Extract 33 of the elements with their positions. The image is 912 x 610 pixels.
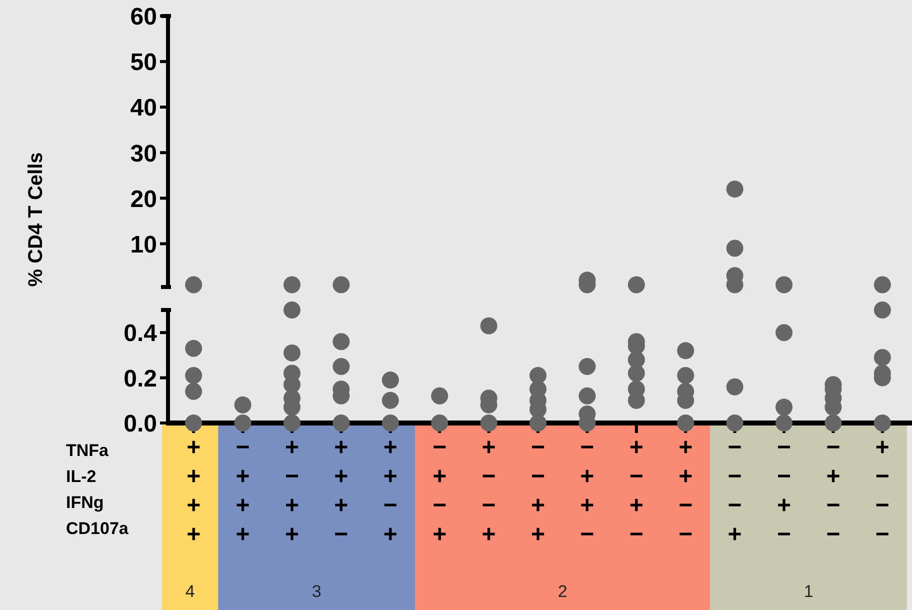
- text: 1: [804, 582, 814, 601]
- x-tick-label: +−++: [278, 434, 306, 550]
- text: TNFa: [66, 441, 110, 460]
- x-tick-label: +++−: [328, 434, 355, 550]
- y-tick-label: 0.2: [124, 365, 157, 392]
- x-tick-label: −+−+: [426, 434, 454, 550]
- x-tick-label: −−−+: [721, 434, 748, 550]
- text: 3: [312, 582, 322, 601]
- x-tick-label: −−++: [524, 434, 552, 550]
- y-tick-label: 10: [130, 231, 157, 258]
- y-axis-title: % CD4 T Cells: [25, 152, 47, 287]
- text: IFNg: [66, 493, 104, 512]
- y-tick-label: 0.4: [124, 320, 158, 348]
- x-tick-label: +−+−: [622, 434, 650, 550]
- text: 2: [558, 582, 568, 601]
- y-tick-label: 20: [130, 186, 157, 213]
- y-tick-label: 30: [130, 140, 157, 168]
- y-tick-label: 0.0: [124, 410, 157, 438]
- x-tick-label: ++−−: [672, 434, 700, 550]
- x-tick-label: −++−: [574, 434, 601, 550]
- y-tick-label: 50: [130, 49, 157, 76]
- x-tick-label: −+++: [229, 434, 256, 550]
- y-tick-label: 60: [130, 4, 157, 31]
- text: CD107a: [66, 519, 129, 538]
- x-tick-label: ++++: [180, 434, 208, 550]
- text: 4: [185, 582, 195, 601]
- x-tick-label: +−−+: [475, 434, 502, 550]
- x-tick-label: −−+−: [770, 434, 798, 550]
- y-tick-label: 40: [130, 94, 157, 122]
- x-tick-label: −+−−: [820, 434, 847, 550]
- x-tick-label: +−−−: [868, 434, 896, 550]
- text: IL-2: [66, 467, 96, 486]
- x-tick-label: ++−+: [376, 434, 404, 550]
